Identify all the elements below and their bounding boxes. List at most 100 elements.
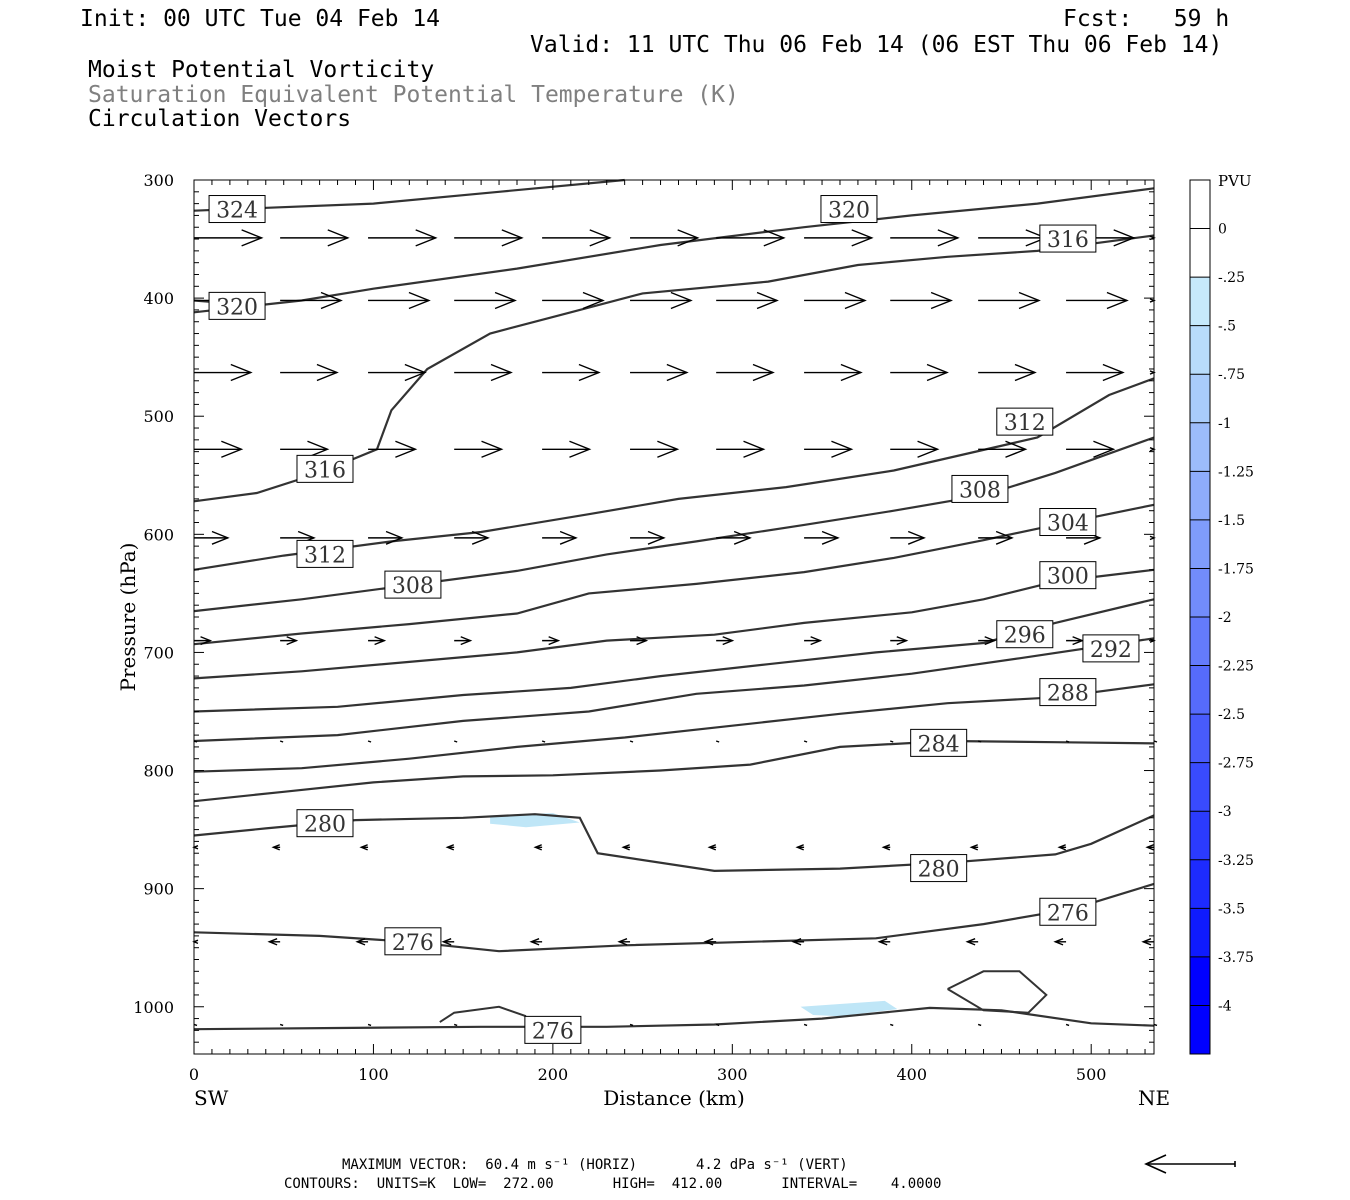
vector-head: [1018, 291, 1041, 310]
vector-head: [677, 229, 700, 247]
vector-head: [307, 440, 330, 458]
contour-label-text: 316: [1047, 228, 1089, 253]
colorbar-swatch: [1190, 617, 1210, 667]
init-time: Init: 00 UTC Tue 04 Feb 14: [80, 6, 441, 32]
vector-arrow: [1149, 447, 1156, 452]
contour-label-box: [384, 570, 442, 599]
vector-head: [385, 530, 404, 545]
colorbar-swatch: [1190, 859, 1210, 909]
vector-arrow: [368, 636, 387, 646]
x-tick-label: 100: [358, 1065, 389, 1084]
vector-head: [559, 530, 578, 545]
vector-head: [441, 938, 452, 946]
vector-arrow: [1053, 938, 1067, 946]
colorbar-swatch: [1190, 374, 1210, 424]
contour-label: 300: [1039, 561, 1097, 590]
contour-label-text: 324: [216, 199, 258, 224]
vector-head: [320, 291, 343, 310]
vector-arrow: [630, 530, 666, 545]
vector-head: [821, 530, 840, 545]
contour-line-280: [193, 813, 1155, 873]
vector-arrow: [881, 844, 891, 851]
vector-arrow: [978, 530, 1014, 545]
vector-arrow: [280, 291, 343, 310]
vector-arrow: [890, 740, 894, 743]
vector-arrow: [890, 229, 960, 247]
contour-note: CONTOURS: UNITS=K LOW= 272.00 HIGH= 412.…: [284, 1176, 942, 1192]
contour-line-292: [193, 637, 1155, 743]
vector-arrow: [707, 844, 717, 851]
colorbar-label: -2: [1218, 610, 1232, 626]
vector-head: [969, 844, 979, 851]
contour-label-box: [1039, 561, 1097, 590]
x-end-label-sw: SW: [194, 1086, 229, 1110]
vector-head: [881, 844, 891, 851]
vector-arrow: [267, 938, 281, 946]
vector-head: [810, 636, 823, 646]
vector-head: [445, 844, 455, 851]
contour-label: 276: [384, 927, 442, 956]
field-title-theta-e: Saturation Equivalent Potential Temperat…: [88, 82, 739, 108]
vector-head: [529, 938, 540, 946]
colorbar-swatch: [1190, 714, 1210, 764]
contour-label-box: [951, 474, 1009, 503]
vector-arrow: [453, 740, 458, 743]
vector-arrow: [280, 229, 350, 247]
y-tick-label: 900: [143, 880, 174, 899]
vector-head: [733, 530, 752, 545]
vector-arrow: [977, 1023, 982, 1027]
x-tick-label: 500: [1076, 1065, 1107, 1084]
vector-arrow: [454, 291, 517, 310]
vector-arrow: [630, 229, 700, 247]
axes: 300 400 500 600 700 800 900 1000 0 100 200 300 400 50…: [133, 171, 1154, 1084]
vector-head: [408, 291, 431, 310]
vector-arrow: [804, 530, 840, 545]
vector-arrow: [630, 636, 649, 646]
vector-head: [211, 530, 230, 545]
vector-arrow: [279, 740, 284, 743]
vector-arrow: [804, 440, 854, 458]
contour-label: 312: [996, 407, 1054, 436]
max-vector-note: MAXIMUM VECTOR: 60.4 m s⁻¹ (HORIZ) 4.2 d…: [342, 1157, 848, 1173]
vector-head: [752, 363, 775, 382]
vector-arrow: [791, 938, 805, 946]
vector-arrow: [529, 938, 543, 946]
vector-head: [707, 844, 717, 851]
vector-arrow: [1066, 636, 1085, 646]
colorbar-label: -2.25: [1218, 659, 1254, 675]
contour-label-text: 312: [1004, 411, 1046, 436]
contour-label-box: [996, 407, 1054, 436]
contour-label: 280: [910, 854, 968, 883]
vector-head: [415, 229, 438, 247]
colorbar-label: -1.25: [1218, 464, 1254, 480]
vector-head: [756, 291, 779, 310]
vector-arrow: [355, 938, 369, 946]
vector-head: [937, 229, 960, 247]
field-title-mpv: Moist Potential Vorticity: [88, 57, 435, 83]
contour-label-box: [1039, 678, 1097, 707]
vector-head: [230, 363, 253, 382]
vector-arrow: [617, 938, 631, 946]
vector-arrow: [804, 229, 874, 247]
vector-arrow: [541, 740, 546, 743]
vector-head: [471, 530, 490, 545]
vector-head: [1102, 363, 1125, 382]
circulation-vectors: [192, 229, 1158, 1027]
contour-label: 284: [910, 728, 968, 757]
colorbar-label: -3.25: [1218, 853, 1254, 869]
vector-arrow: [1065, 1023, 1070, 1027]
vector-arrow: [454, 636, 473, 646]
vector-head: [221, 440, 244, 458]
vector-head: [1113, 229, 1136, 247]
vector-head: [533, 844, 542, 851]
vector-head: [917, 440, 940, 458]
pv-shading: [490, 813, 898, 1017]
vector-arrow: [1066, 291, 1129, 310]
vector-arrow: [1066, 363, 1125, 382]
vector-head: [995, 530, 1014, 545]
colorbar-label: -1.5: [1218, 513, 1245, 529]
vector-head: [494, 291, 517, 310]
vector-head: [621, 844, 630, 851]
colorbar-label: 0: [1218, 222, 1227, 238]
